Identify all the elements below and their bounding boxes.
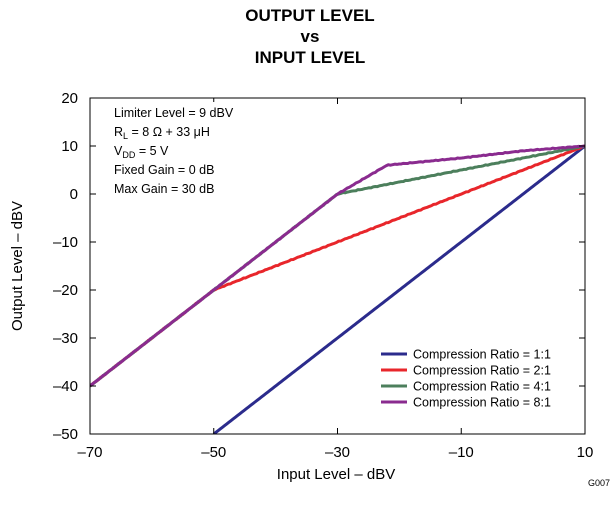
y-tick-label: –10: [53, 234, 78, 251]
series-line: [212, 144, 585, 434]
x-axis-label: Input Level – dBV: [277, 466, 395, 483]
y-tick-label: –50: [53, 426, 78, 443]
y-tick-label: 20: [61, 90, 78, 107]
chart-title-line: INPUT LEVEL: [255, 48, 366, 67]
chart-title: OUTPUT LEVEL vs INPUT LEVEL: [245, 6, 374, 67]
annotation-limiter: Limiter Level = 9 dBV: [114, 106, 234, 120]
chart-title-line: OUTPUT LEVEL: [245, 6, 374, 25]
plot-curves: [90, 144, 585, 434]
legend-label: Compression Ratio = 8:1: [413, 396, 551, 410]
annotation-load: RL = 8 Ω + 33 μH: [114, 125, 210, 141]
legend-label: Compression Ratio = 4:1: [413, 380, 551, 394]
y-tick-label: 10: [61, 138, 78, 155]
chart-title-line: vs: [301, 27, 320, 46]
y-axis-label: Output Level – dBV: [9, 201, 26, 331]
annotation-fixed-gain: Fixed Gain = 0 dB: [114, 163, 214, 177]
annotation-box: Limiter Level = 9 dBV RL = 8 Ω + 33 μH VDD…: [98, 102, 258, 204]
y-tick-label: –20: [53, 282, 78, 299]
x-tick-label: –30: [325, 444, 350, 461]
legend-label: Compression Ratio = 1:1: [413, 348, 551, 362]
series-line: [90, 144, 585, 388]
annotation-max-gain: Max Gain = 30 dB: [114, 182, 214, 196]
x-tick-label: –10: [449, 444, 474, 461]
x-tick-label: 10: [577, 444, 594, 461]
legend-label: Compression Ratio = 2:1: [413, 364, 551, 378]
y-tick-label: 0: [70, 186, 78, 203]
annotation-supply: VDD = 5 V: [114, 144, 169, 160]
figure-code: G007: [588, 478, 610, 488]
legend: Compression Ratio = 1:1 Compression Ratio…: [374, 342, 578, 428]
y-tick-label: –40: [53, 378, 78, 395]
x-tick-label: –70: [77, 444, 102, 461]
x-tick-label: –50: [201, 444, 226, 461]
y-tick-label: –30: [53, 330, 78, 347]
